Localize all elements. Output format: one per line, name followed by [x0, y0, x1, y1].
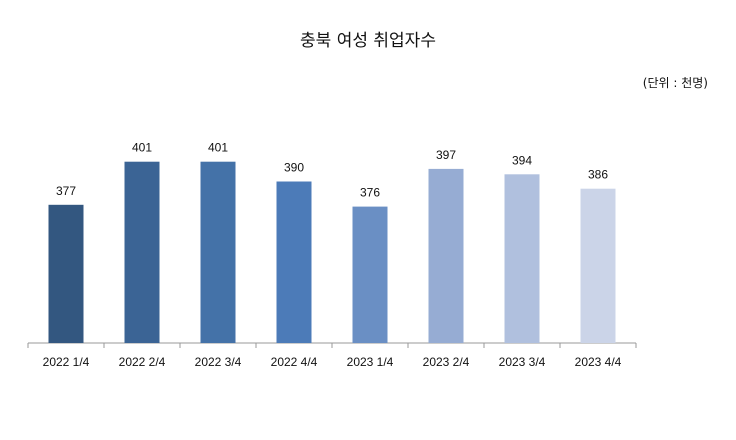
bar-2: [124, 161, 160, 343]
tick-label-6: 2023 2/4: [423, 355, 470, 369]
bar-7: [504, 174, 540, 343]
tick-label-8: 2023 4/4: [575, 355, 622, 369]
tick-label-5: 2023 1/4: [347, 355, 394, 369]
unit-label: (단위 : 천명): [642, 76, 708, 90]
data-label-8: 386: [588, 168, 608, 182]
data-label-4: 390: [284, 161, 304, 175]
tick-label-7: 2023 3/4: [499, 355, 546, 369]
data-label-3: 401: [208, 141, 228, 155]
bar-4: [276, 181, 312, 343]
tick-label-1: 2022 1/4: [43, 355, 90, 369]
bar-6: [428, 168, 464, 343]
data-label-7: 394: [512, 153, 532, 167]
tick-label-3: 2022 3/4: [195, 355, 242, 369]
tick-label-4: 2022 4/4: [271, 355, 318, 369]
data-label-1: 377: [56, 184, 76, 198]
bar-5: [352, 206, 388, 343]
chart-title: 충북 여성 취업자수: [300, 31, 436, 51]
bar-8: [580, 188, 616, 343]
data-label-6: 397: [436, 148, 456, 162]
data-label-5: 376: [360, 186, 380, 200]
bar-3: [200, 161, 236, 343]
bar-1: [48, 204, 84, 343]
data-label-2: 401: [132, 141, 152, 155]
tick-label-2: 2022 2/4: [119, 355, 166, 369]
